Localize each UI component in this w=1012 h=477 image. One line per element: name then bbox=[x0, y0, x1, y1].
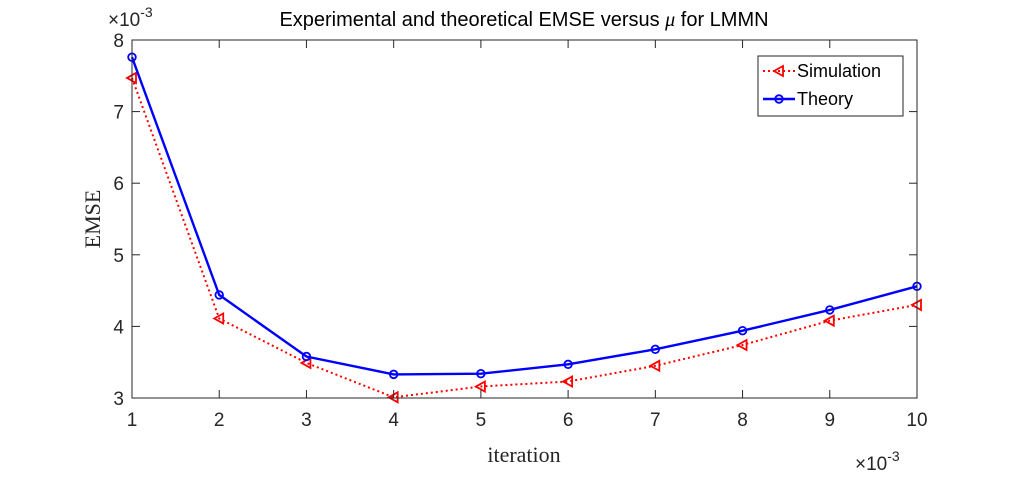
x-tick-label: 1 bbox=[127, 410, 138, 431]
simulation-point bbox=[561, 375, 574, 389]
theory-point bbox=[388, 369, 399, 380]
y-tick-label: 6 bbox=[113, 174, 124, 195]
simulation-point bbox=[474, 380, 486, 394]
axes-layer: 1 2 3 4 5 6 7 8 9 10 3 4 5 6 7 8 bbox=[113, 31, 927, 431]
theory-point bbox=[476, 368, 486, 379]
x-axis-label: iteration bbox=[487, 442, 560, 467]
legend-theory-label: Theory bbox=[797, 89, 853, 109]
x-tick-label: 2 bbox=[214, 410, 225, 431]
y-tick-label: 7 bbox=[113, 103, 124, 124]
y-axis-label: EMSE bbox=[80, 190, 105, 249]
x-tick-label: 10 bbox=[906, 410, 927, 431]
theory-point bbox=[563, 359, 573, 370]
y-tick-label: 4 bbox=[113, 317, 124, 338]
simulation-point bbox=[212, 311, 225, 326]
simulation-point bbox=[822, 314, 835, 328]
y-tick-label: 5 bbox=[113, 246, 124, 267]
theory-point bbox=[650, 344, 661, 355]
simulation-point bbox=[648, 359, 661, 373]
x-tick-label: 9 bbox=[824, 410, 835, 431]
legend-simulation-marker bbox=[772, 64, 784, 78]
x-tick-label: 5 bbox=[476, 410, 487, 431]
x-tick-label: 8 bbox=[737, 410, 748, 431]
theory-series-line bbox=[130, 56, 918, 376]
x-tick-label: 3 bbox=[301, 410, 312, 431]
y-tick-label: 3 bbox=[113, 389, 124, 410]
theory-point bbox=[825, 305, 835, 315]
x-tick-label: 7 bbox=[650, 410, 661, 431]
legend-theory-marker bbox=[774, 94, 784, 104]
y-tick-label: 8 bbox=[113, 31, 124, 52]
simulation-point bbox=[735, 338, 748, 352]
chart-title: Experimental and theoretical EMSE versus… bbox=[279, 9, 768, 31]
theory-point bbox=[301, 351, 312, 362]
simulation-series-line bbox=[131, 77, 918, 399]
theory-point bbox=[737, 325, 748, 336]
x-tick-label: 6 bbox=[563, 410, 574, 431]
y-axis-multiplier: ×10-3 bbox=[108, 4, 153, 31]
x-tick-label: 4 bbox=[388, 410, 399, 431]
theory-point bbox=[214, 290, 224, 300]
axes-frame bbox=[131, 39, 918, 399]
x-axis-multiplier: ×10-3 bbox=[855, 448, 900, 475]
legend: Simulation Theory bbox=[757, 55, 904, 117]
legend-simulation-label: Simulation bbox=[797, 61, 881, 81]
